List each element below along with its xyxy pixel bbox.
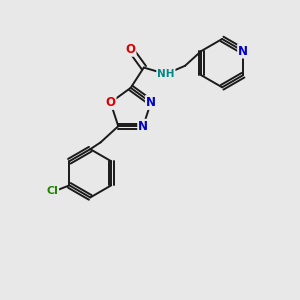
Text: O: O	[126, 43, 136, 56]
Text: Cl: Cl	[46, 186, 58, 196]
Text: N: N	[146, 96, 156, 109]
Text: O: O	[106, 96, 116, 109]
Text: NH: NH	[157, 69, 175, 79]
Text: N: N	[238, 45, 248, 58]
Text: N: N	[138, 120, 148, 133]
